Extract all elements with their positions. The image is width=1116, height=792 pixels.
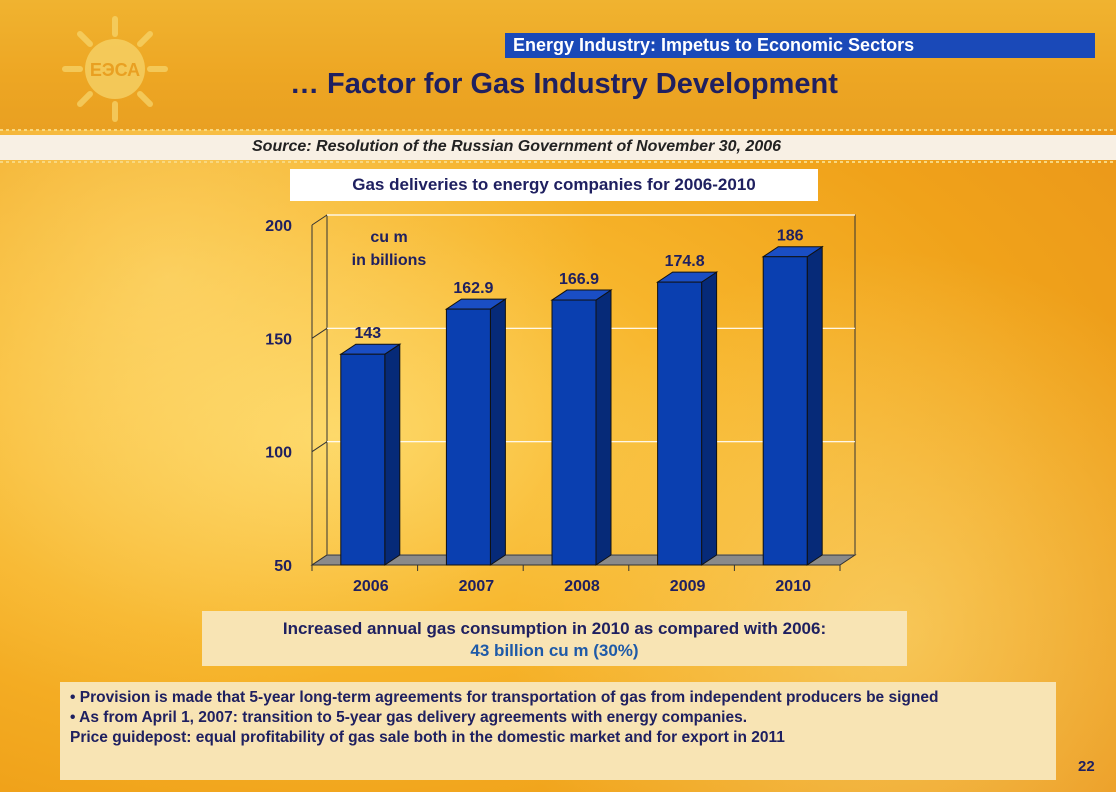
company-logo: ЕЭСА <box>62 16 168 122</box>
summary-line-1: Increased annual gas consumption in 2010… <box>282 619 827 638</box>
bar-side <box>489 298 506 566</box>
bar-side <box>806 245 823 566</box>
unit-label-line-1: cu m <box>370 229 407 246</box>
y-tick-label: 150 <box>265 331 292 348</box>
x-tick-label: 2010 <box>775 578 811 595</box>
gridline-depth <box>311 327 328 339</box>
note-item: • As from April 1, 2007: transition to 5… <box>70 709 748 726</box>
bar <box>340 353 386 566</box>
unit-label-line-2: in billions <box>352 252 427 269</box>
note-item: Price guidepost: equal profitability of … <box>70 729 785 746</box>
bar <box>762 256 808 566</box>
section-banner: Energy Industry: Impetus to Economic Sec… <box>505 33 1095 58</box>
bar-chart: 50 100 150 200 143 2006 162.9 2007 166.9 2008 174… <box>265 214 857 595</box>
source-divider <box>0 161 1116 163</box>
x-tick-label: 2009 <box>670 578 706 595</box>
bar <box>551 299 597 566</box>
header-band <box>0 0 1116 130</box>
gridline-depth <box>311 214 328 226</box>
x-tick-label: 2006 <box>353 578 389 595</box>
source-text: Source: Resolution of the Russian Govern… <box>252 138 782 155</box>
y-tick-label: 50 <box>274 558 292 575</box>
bar-value-label: 186 <box>777 228 804 245</box>
x-tick-label: 2008 <box>564 578 600 595</box>
summary-line-2: 43 billion cu m (30%) <box>470 641 639 660</box>
source-strip <box>0 135 1116 160</box>
bar <box>445 308 491 566</box>
logo-text: ЕЭСА <box>90 60 140 80</box>
gridline-depth <box>311 441 328 453</box>
note-item: • Provision is made that 5-year long-ter… <box>70 689 939 706</box>
x-tick-label: 2007 <box>459 578 495 595</box>
bar <box>657 281 703 566</box>
page-number: 22 <box>1078 758 1095 775</box>
bar-value-label: 166.9 <box>559 271 599 288</box>
page-title: … Factor for Gas Industry Development <box>290 68 838 100</box>
bar-side <box>595 289 612 566</box>
notes-box: • Provision is made that 5-year long-ter… <box>60 682 1056 780</box>
bar-side <box>384 343 401 566</box>
summary-box: Increased annual gas consumption in 2010… <box>202 611 907 666</box>
y-tick-label: 200 <box>265 218 292 235</box>
bar-value-label: 143 <box>354 325 381 342</box>
chart-title: Gas deliveries to energy companies for 2… <box>290 169 818 201</box>
y-tick-label: 100 <box>265 445 292 462</box>
header-divider <box>0 129 1116 131</box>
bar-value-label: 162.9 <box>453 280 493 297</box>
bar-value-label: 174.8 <box>665 253 705 270</box>
bar-side <box>701 271 718 566</box>
